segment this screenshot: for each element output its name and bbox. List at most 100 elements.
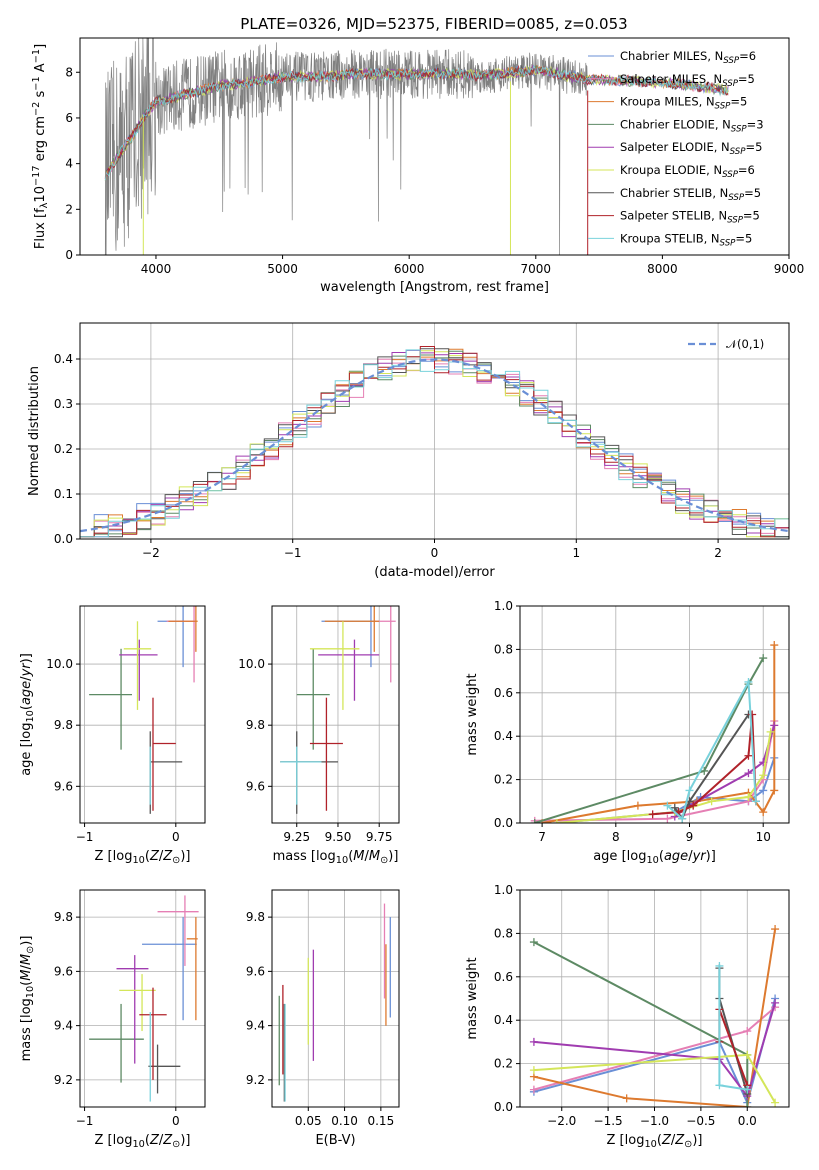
errorbar-point [309,697,343,811]
weight-marker [663,801,672,810]
plot-area [272,890,399,1107]
x-tick-label: −1.0 [640,1114,669,1128]
weight-marker [530,819,539,823]
errorbar-point [123,621,152,710]
plot-area [80,606,205,823]
y-tick-label: 0 [65,248,73,262]
axes-frame [79,889,206,1108]
gaussian-curve [80,358,789,533]
legend-entry: Salpeter STELIB, NSSP=5 [620,209,760,226]
x-tick-label: 0 [431,546,439,560]
errorbar-point [168,606,198,652]
y-tick-label: 0.3 [54,397,73,411]
legend-entry: Kroupa STELIB, NSSP=5 [620,231,752,248]
y-tick-label: 9.8 [54,718,73,732]
weight-marker [744,751,753,760]
plot-area [520,606,789,823]
weight-line [541,645,776,823]
y-tick-label: 1.0 [494,599,513,613]
plot-area [80,890,205,1107]
y-tick-label: 0.0 [494,1100,513,1114]
figure-title: PLATE=0326, MJD=52375, FIBERID=0085, z=0… [240,15,627,33]
weight-marker [715,1081,724,1090]
y-axis-label: mass weight [465,957,480,1039]
weight-marker [648,810,657,819]
errorbar-point [119,974,156,1032]
x-tick-label: 2 [714,546,722,560]
errorbar-point [89,1003,144,1083]
x-tick-label: 9.75 [366,830,393,844]
x-tick-label: 9.25 [283,830,310,844]
x-axis-label: Z [log10(Z/Z⊙)] [607,1133,703,1150]
axes-frame [271,889,400,1108]
x-tick-label: −1 [284,546,302,560]
axes-frame [519,605,790,824]
y-tick-label: 0.8 [494,642,513,656]
y-tick-label: 9.6 [246,964,265,978]
y-tick-label: 10.0 [238,657,265,671]
x-tick-label: 1 [572,546,580,560]
y-tick-label: 2 [65,202,73,216]
x-tick-label: 0.10 [331,1114,358,1128]
weight-marker [743,1050,752,1059]
plot-area [104,38,729,255]
y-tick-label: 9.4 [54,1019,73,1033]
weight-marker [700,766,709,775]
y-tick-label: 0.4 [494,729,513,743]
weight-marker [663,814,672,823]
y-axis-label: Flux [fλ10−17 erg cm−2 s−1 A−1] [31,44,50,249]
errorbar-point [152,697,176,811]
axes-frame [79,605,206,824]
weight-marker [707,797,716,806]
errorbar-point [157,895,199,966]
errorbar-point [116,955,149,1064]
weight-marker [743,1027,752,1036]
weight-marker [744,677,753,686]
errorbar-point [321,606,376,668]
spectrum-data-line [104,38,589,255]
panel-age-vs-mass: 9.25 9.50 9.75 9.6 9.8 10.0 mass [log10(M/M⊙)] [238,605,400,866]
y-tick-label: 0.1 [54,487,73,501]
y-tick-label: 9.8 [246,718,265,732]
weight-marker [529,938,538,947]
x-tick-label: 10 [756,830,771,844]
weight-line [533,1002,777,1099]
x-tick-label: 5000 [267,262,298,276]
errorbar-point [89,648,133,750]
weight-marker [529,1085,538,1094]
legend-entry: 𝒩(0,1) [726,337,764,351]
x-tick-label: 6000 [394,262,425,276]
weight-marker [715,961,724,970]
y-tick-label: 9.8 [54,910,73,924]
weight-marker [751,797,760,806]
y-tick-label: 9.8 [246,910,265,924]
weight-marker [771,1098,780,1107]
weight-marker [744,769,753,778]
errorbar-point [166,606,195,683]
y-axis-label: Normed distribution [27,366,42,496]
x-tick-label: 8000 [647,262,678,276]
panel-age-vs-Z: −1 0 9.6 9.8 10.0 Z [log10(Z/Z⊙)] age [log10(a… [19,605,206,866]
x-tick-label: −1.5 [594,1114,623,1128]
x-tick-label: 9 [686,830,694,844]
y-axis-label: mass weight [465,673,480,755]
x-tick-label: 0.05 [295,1114,322,1128]
y-tick-label: 0.0 [54,532,73,546]
errorbar-point [309,621,360,710]
axes-frame [79,37,790,256]
errorbar-point [296,648,330,750]
errorbar-point [148,1044,181,1094]
x-axis-label: mass [log10(M/M⊙)] [273,849,399,866]
x-tick-label: 0 [172,830,180,844]
axes-frame [271,605,400,824]
weight-marker [622,1094,631,1103]
weight-line [556,731,772,823]
x-axis-label: age [log10(age/yr)] [593,849,716,866]
x-tick-label: 4000 [141,262,172,276]
y-tick-label: 9.2 [54,1073,73,1087]
y-tick-label: 9.6 [246,779,265,793]
spectrum-model-line [104,64,729,181]
weight-line [534,657,765,823]
x-tick-label: 8 [612,830,620,844]
weight-marker [678,814,687,823]
